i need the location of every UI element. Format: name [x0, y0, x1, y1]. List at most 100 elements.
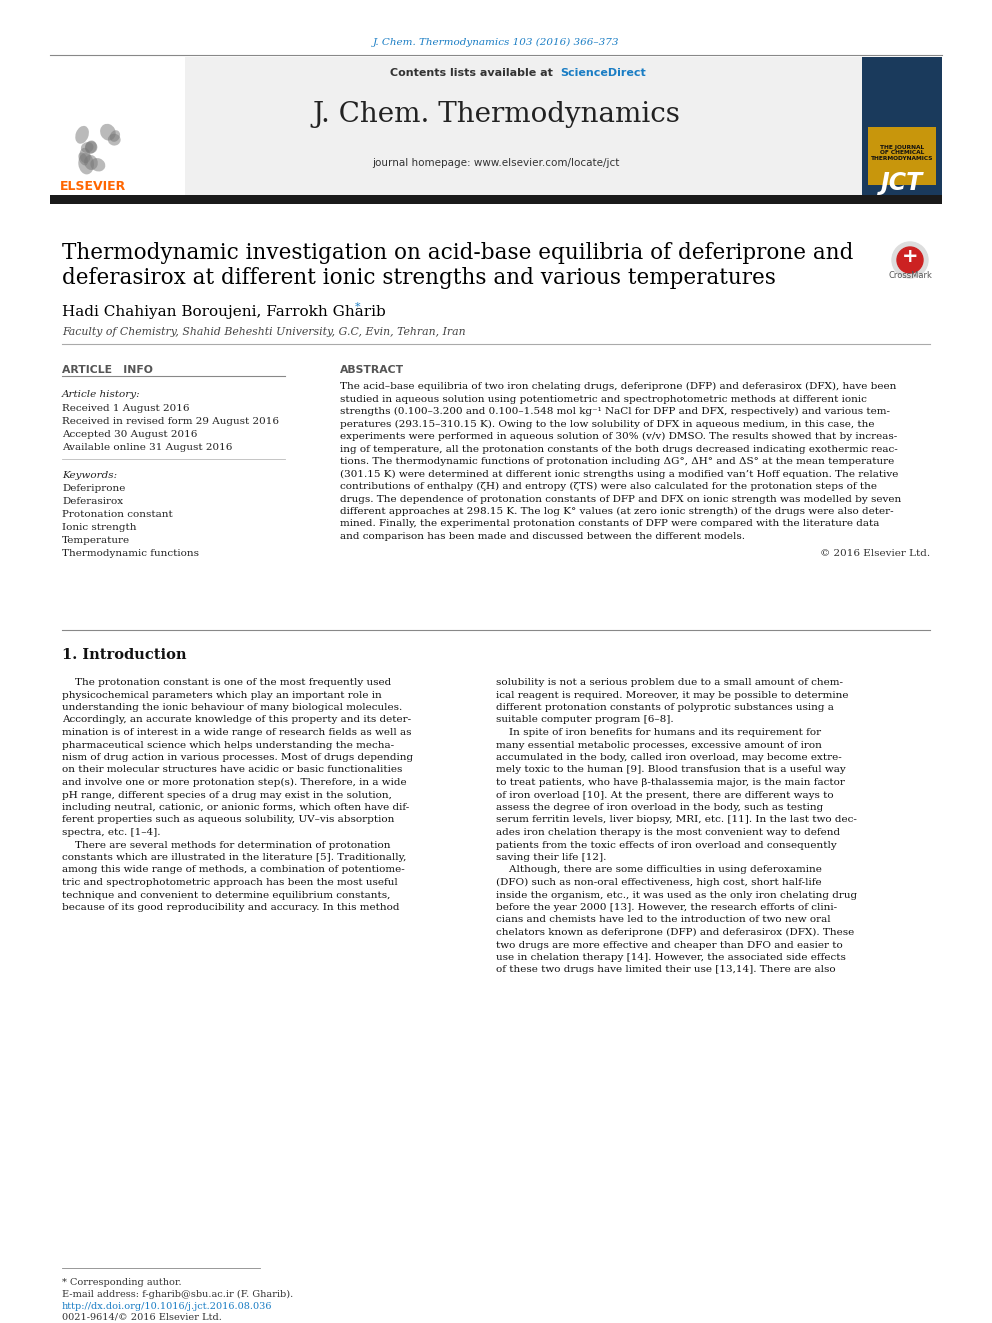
Text: Ionic strength: Ionic strength: [62, 523, 137, 532]
Ellipse shape: [78, 152, 88, 165]
Text: Article history:: Article history:: [62, 390, 141, 400]
Text: JCT: JCT: [881, 171, 924, 194]
Text: chelators known as deferiprone (DFP) and deferasirox (DFX). These: chelators known as deferiprone (DFP) and…: [496, 927, 854, 937]
Text: suitable computer program [6–8].: suitable computer program [6–8].: [496, 716, 674, 725]
Text: ARTICLE   INFO: ARTICLE INFO: [62, 365, 153, 374]
Text: technique and convenient to determine equilibrium constants,: technique and convenient to determine eq…: [62, 890, 391, 900]
Text: serum ferritin levels, liver biopsy, MRI, etc. [11]. In the last two dec-: serum ferritin levels, liver biopsy, MRI…: [496, 815, 857, 824]
Bar: [868, 127, 936, 185]
Text: ScienceDirect: ScienceDirect: [560, 67, 646, 78]
Text: Accordingly, an accurate knowledge of this property and its deter-: Accordingly, an accurate knowledge of th…: [62, 716, 411, 725]
Text: tric and spectrophotometric approach has been the most useful: tric and spectrophotometric approach has…: [62, 878, 398, 886]
Text: 1. Introduction: 1. Introduction: [62, 648, 186, 662]
Text: strengths (0.100–3.200 and 0.100–1.548 mol kg⁻¹ NaCl for DFP and DFX, respective: strengths (0.100–3.200 and 0.100–1.548 m…: [340, 407, 890, 417]
Text: including neutral, cationic, or anionic forms, which often have dif-: including neutral, cationic, or anionic …: [62, 803, 410, 812]
Ellipse shape: [85, 140, 97, 153]
Text: of these two drugs have limited their use [13,14]. There are also: of these two drugs have limited their us…: [496, 966, 835, 975]
Text: J. Chem. Thermodynamics 103 (2016) 366–373: J. Chem. Thermodynamics 103 (2016) 366–3…: [373, 37, 619, 46]
Ellipse shape: [79, 148, 90, 163]
Text: before the year 2000 [13]. However, the research efforts of clini-: before the year 2000 [13]. However, the …: [496, 904, 837, 912]
Text: Temperature: Temperature: [62, 536, 130, 545]
Ellipse shape: [90, 157, 105, 172]
Bar: [50, 57, 942, 194]
Text: © 2016 Elsevier Ltd.: © 2016 Elsevier Ltd.: [819, 549, 930, 558]
Text: many essential metabolic processes, excessive amount of iron: many essential metabolic processes, exce…: [496, 741, 822, 750]
Circle shape: [892, 242, 928, 278]
Text: Hadi Chahiyan Boroujeni, Farrokh Gharib: Hadi Chahiyan Boroujeni, Farrokh Gharib: [62, 306, 386, 319]
Text: two drugs are more effective and cheaper than DFO and easier to: two drugs are more effective and cheaper…: [496, 941, 843, 950]
Text: ELSEVIER: ELSEVIER: [60, 180, 126, 193]
Text: There are several methods for determination of protonation: There are several methods for determinat…: [62, 840, 391, 849]
Text: ABSTRACT: ABSTRACT: [340, 365, 404, 374]
Text: patients from the toxic effects of iron overload and consequently: patients from the toxic effects of iron …: [496, 840, 836, 849]
Text: among this wide range of methods, a combination of potentiome-: among this wide range of methods, a comb…: [62, 865, 405, 875]
Text: mination is of interest in a wide range of research fields as well as: mination is of interest in a wide range …: [62, 728, 412, 737]
Text: mely toxic to the human [9]. Blood transfusion that is a useful way: mely toxic to the human [9]. Blood trans…: [496, 766, 846, 774]
Text: (301.15 K) were determined at different ionic strengths using a modified van’t H: (301.15 K) were determined at different …: [340, 470, 899, 479]
Text: J. Chem. Thermodynamics: J. Chem. Thermodynamics: [312, 102, 680, 128]
Text: on their molecular structures have acidic or basic functionalities: on their molecular structures have acidi…: [62, 766, 403, 774]
Ellipse shape: [81, 142, 93, 153]
Text: deferasirox at different ionic strengths and various temperatures: deferasirox at different ionic strengths…: [62, 267, 776, 288]
Text: and involve one or more protonation step(s). Therefore, in a wide: and involve one or more protonation step…: [62, 778, 407, 787]
Text: (DFO) such as non-oral effectiveness, high cost, short half-life: (DFO) such as non-oral effectiveness, hi…: [496, 878, 821, 888]
Text: ades iron chelation therapy is the most convenient way to defend: ades iron chelation therapy is the most …: [496, 828, 840, 837]
Text: physicochemical parameters which play an important role in: physicochemical parameters which play an…: [62, 691, 382, 700]
Text: * Corresponding author.: * Corresponding author.: [62, 1278, 182, 1287]
Text: journal homepage: www.elsevier.com/locate/jct: journal homepage: www.elsevier.com/locat…: [372, 157, 620, 168]
Text: The protonation constant is one of the most frequently used: The protonation constant is one of the m…: [62, 677, 391, 687]
Text: peratures (293.15–310.15 K). Owing to the low solubility of DFX in aqueous mediu: peratures (293.15–310.15 K). Owing to th…: [340, 419, 875, 429]
Ellipse shape: [108, 134, 121, 146]
Bar: [50, 57, 185, 194]
Text: Accepted 30 August 2016: Accepted 30 August 2016: [62, 430, 197, 439]
Text: The acid–base equilibria of two iron chelating drugs, deferiprone (DFP) and defe: The acid–base equilibria of two iron che…: [340, 382, 897, 392]
Text: mined. Finally, the experimental protonation constants of DFP were compared with: mined. Finally, the experimental protona…: [340, 520, 879, 528]
Text: tions. The thermodynamic functions of protonation including ΔG°, ΔH° and ΔS° at : tions. The thermodynamic functions of pr…: [340, 456, 894, 466]
Text: studied in aqueous solution using potentiometric and spectrophotometric methods : studied in aqueous solution using potent…: [340, 394, 867, 404]
Text: different protonation constants of polyprotic substances using a: different protonation constants of polyp…: [496, 703, 834, 712]
Circle shape: [897, 247, 923, 273]
Text: Thermodynamic investigation on acid-base equilibria of deferiprone and: Thermodynamic investigation on acid-base…: [62, 242, 853, 265]
Text: *: *: [355, 302, 361, 312]
Text: solubility is not a serious problem due to a small amount of chem-: solubility is not a serious problem due …: [496, 677, 843, 687]
Text: Deferiprone: Deferiprone: [62, 484, 125, 493]
Text: E-mail address: f-gharib@sbu.ac.ir (F. Gharib).: E-mail address: f-gharib@sbu.ac.ir (F. G…: [62, 1290, 294, 1299]
Text: understanding the ionic behaviour of many biological molecules.: understanding the ionic behaviour of man…: [62, 703, 402, 712]
Text: saving their life [12].: saving their life [12].: [496, 853, 606, 863]
Text: use in chelation therapy [14]. However, the associated side effects: use in chelation therapy [14]. However, …: [496, 953, 846, 962]
Text: assess the degree of iron overload in the body, such as testing: assess the degree of iron overload in th…: [496, 803, 823, 812]
Text: Available online 31 August 2016: Available online 31 August 2016: [62, 443, 232, 452]
Text: experiments were performed in aqueous solution of 30% (v/v) DMSO. The results sh: experiments were performed in aqueous so…: [340, 433, 897, 441]
Text: of iron overload [10]. At the present, there are different ways to: of iron overload [10]. At the present, t…: [496, 791, 833, 799]
Text: Although, there are some difficulties in using deferoxamine: Although, there are some difficulties in…: [496, 865, 822, 875]
Ellipse shape: [75, 126, 89, 144]
Bar: [50, 194, 942, 204]
Text: nism of drug action in various processes. Most of drugs depending: nism of drug action in various processes…: [62, 753, 413, 762]
Ellipse shape: [100, 124, 116, 140]
Text: 0021-9614/© 2016 Elsevier Ltd.: 0021-9614/© 2016 Elsevier Ltd.: [62, 1312, 222, 1322]
Text: http://dx.doi.org/10.1016/j.jct.2016.08.036: http://dx.doi.org/10.1016/j.jct.2016.08.…: [62, 1302, 273, 1311]
Text: Protonation constant: Protonation constant: [62, 509, 173, 519]
Text: and comparison has been made and discussed between the different models.: and comparison has been made and discuss…: [340, 532, 745, 541]
Text: because of its good reproducibility and accuracy. In this method: because of its good reproducibility and …: [62, 904, 400, 912]
Ellipse shape: [85, 142, 97, 153]
Text: CrossMark: CrossMark: [888, 271, 931, 280]
Text: constants which are illustrated in the literature [5]. Traditionally,: constants which are illustrated in the l…: [62, 853, 407, 863]
Text: Received in revised form 29 August 2016: Received in revised form 29 August 2016: [62, 417, 279, 426]
Ellipse shape: [110, 130, 120, 142]
Text: Contents lists available at: Contents lists available at: [390, 67, 557, 78]
Text: THE JOURNAL
OF CHEMICAL
THERMODYNAMICS: THE JOURNAL OF CHEMICAL THERMODYNAMICS: [871, 144, 933, 161]
Text: ferent properties such as aqueous solubility, UV–vis absorption: ferent properties such as aqueous solubi…: [62, 815, 395, 824]
Text: pH range, different species of a drug may exist in the solution,: pH range, different species of a drug ma…: [62, 791, 392, 799]
Text: pharmaceutical science which helps understanding the mecha-: pharmaceutical science which helps under…: [62, 741, 394, 750]
Ellipse shape: [84, 155, 98, 171]
Text: accumulated in the body, called iron overload, may become extre-: accumulated in the body, called iron ove…: [496, 753, 842, 762]
Text: contributions of enthalpy (ζH) and entropy (ζTS) were also calculated for the pr: contributions of enthalpy (ζH) and entro…: [340, 482, 877, 491]
Text: Received 1 August 2016: Received 1 August 2016: [62, 404, 189, 413]
Text: to treat patients, who have β-thalassemia major, is the main factor: to treat patients, who have β-thalassemi…: [496, 778, 845, 787]
Text: Faculty of Chemistry, Shahid Beheshti University, G.C, Evin, Tehran, Iran: Faculty of Chemistry, Shahid Beheshti Un…: [62, 327, 465, 337]
Text: ical reagent is required. Moreover, it may be possible to determine: ical reagent is required. Moreover, it m…: [496, 691, 848, 700]
Text: Thermodynamic functions: Thermodynamic functions: [62, 549, 199, 558]
Text: Keywords:: Keywords:: [62, 471, 117, 480]
Ellipse shape: [78, 153, 94, 175]
